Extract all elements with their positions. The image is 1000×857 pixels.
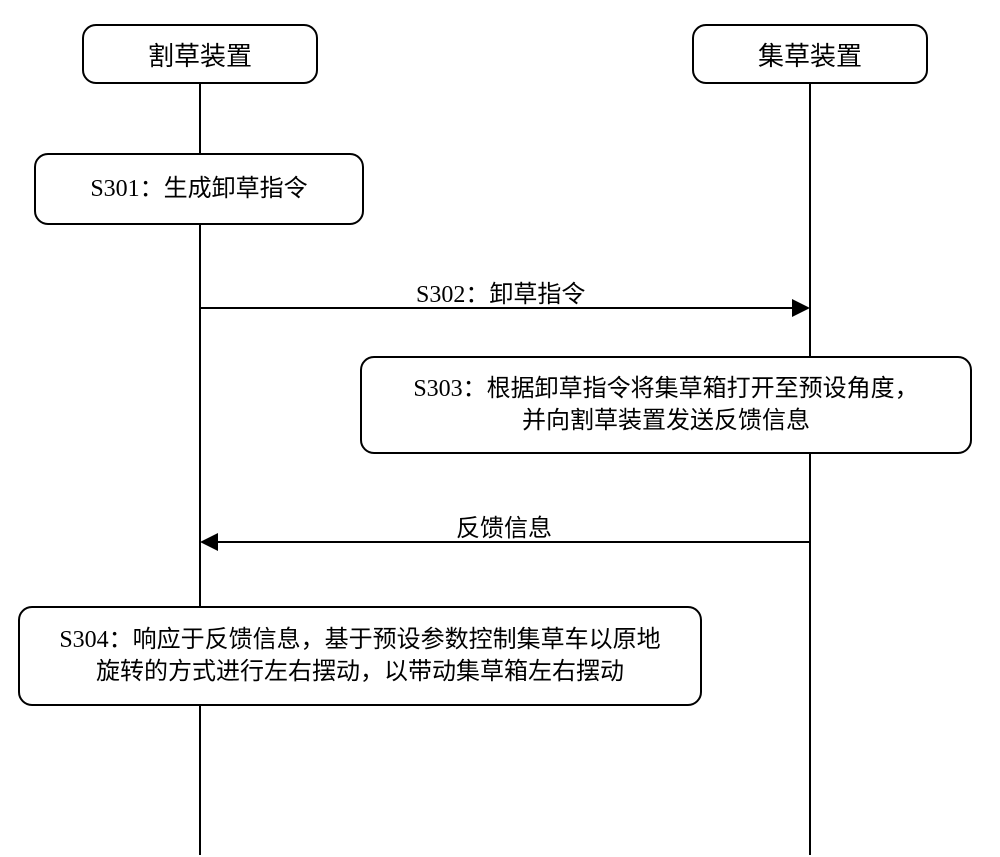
participant-collector-label: 集草装置 [758,36,862,73]
participant-mower-label: 割草装置 [148,36,252,73]
message-label-s302: S302：卸草指令 [416,274,585,309]
message-label-feedback: 反馈信息 [456,508,552,543]
activity-s303-text: S303：根据卸草指令将集草箱打开至预设角度， 并向割草装置发送反馈信息 [413,373,918,438]
participant-collector: 集草装置 [692,24,928,84]
activity-s301-text: S301：生成卸草指令 [90,173,307,205]
participant-mower: 割草装置 [82,24,318,84]
arrow-left-icon [200,533,218,551]
activity-s304: S304：响应于反馈信息，基于预设参数控制集草车以原地 旋转的方式进行左右摆动，… [18,606,702,706]
lifeline-collector [809,84,811,855]
activity-s301: S301：生成卸草指令 [34,153,364,225]
arrow-right-icon [792,299,810,317]
activity-s304-text: S304：响应于反馈信息，基于预设参数控制集草车以原地 旋转的方式进行左右摆动，… [59,624,660,689]
activity-s303: S303：根据卸草指令将集草箱打开至预设角度， 并向割草装置发送反馈信息 [360,356,972,454]
